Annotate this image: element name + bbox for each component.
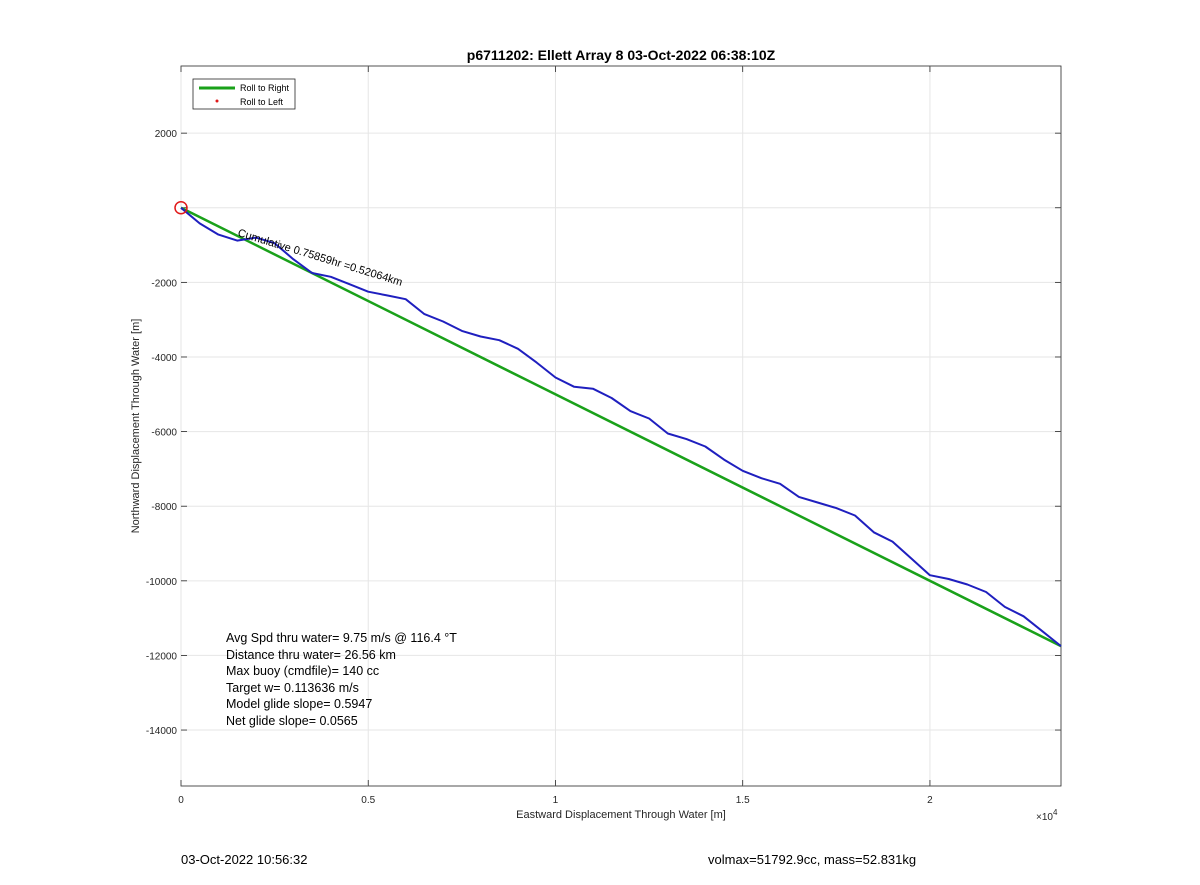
legend: Roll to Right Roll to Left	[192, 78, 296, 110]
y-tick-label: -10000	[146, 577, 178, 588]
legend-label-roll-right: Roll to Right	[240, 83, 290, 93]
x-tick-label: 0	[178, 795, 184, 806]
x-tick-label: 0.5	[361, 795, 375, 806]
x-exponent-power: 4	[1053, 808, 1058, 817]
footer-timestamp: 03-Oct-2022 10:56:32	[181, 852, 308, 867]
x-exponent-base: ×10	[1036, 812, 1053, 823]
y-tick-label: -8000	[151, 502, 177, 513]
info-model-glide-slope: Model glide slope= 0.5947	[226, 697, 372, 711]
start-circle-marker	[174, 201, 188, 215]
info-text-block: Avg Spd thru water= 9.75 m/s @ 116.4 °T …	[226, 631, 457, 728]
info-max-buoy: Max buoy (cmdfile)= 140 cc	[226, 664, 379, 678]
x-axis-ticks: 0 0.5 1 1.5 2	[178, 66, 933, 806]
info-distance: Distance thru water= 26.56 km	[226, 648, 396, 662]
y-tick-label: -2000	[151, 278, 177, 289]
legend-box	[192, 78, 296, 110]
svg-text:×104: ×104	[1036, 808, 1058, 823]
x-axis-label: Eastward Displacement Through Water [m]	[516, 809, 726, 821]
info-avg-speed: Avg Spd thru water= 9.75 m/s @ 116.4 °T	[226, 631, 457, 645]
info-target-w: Target w= 0.113636 m/s	[226, 681, 359, 695]
start-marker-layer	[174, 201, 188, 215]
y-axis-ticks: 2000 -2000 -4000 -6000 -8000 -10000 -12000 -140…	[146, 129, 1061, 737]
x-tick-label: 2	[927, 795, 933, 806]
footer-volmax-mass: volmax=51792.9cc, mass=52.831kg	[708, 852, 917, 867]
y-tick-label: -6000	[151, 428, 177, 439]
series-layer	[180, 206, 1062, 648]
grid-lines	[180, 66, 1061, 786]
y-tick-label: -14000	[146, 726, 178, 737]
chart-title: p6711202: Ellett Array 8 03-Oct-2022 06:…	[467, 47, 776, 63]
series-line-1	[180, 207, 1062, 647]
y-tick-label: -12000	[146, 651, 178, 662]
x-tick-label: 1	[553, 795, 559, 806]
x-tick-label: 1.5	[736, 795, 750, 806]
x-axis-exponent: ×104	[1036, 808, 1058, 823]
y-axis-label: Northward Displacement Through Water [m]	[130, 319, 142, 534]
y-tick-label: 2000	[155, 129, 178, 140]
y-tick-label: -4000	[151, 353, 177, 364]
info-net-glide-slope: Net glide slope= 0.0565	[226, 714, 358, 728]
series-line-0	[180, 206, 1062, 648]
legend-label-roll-left: Roll to Left	[240, 97, 284, 107]
legend-swatch-roll-left	[215, 99, 219, 103]
